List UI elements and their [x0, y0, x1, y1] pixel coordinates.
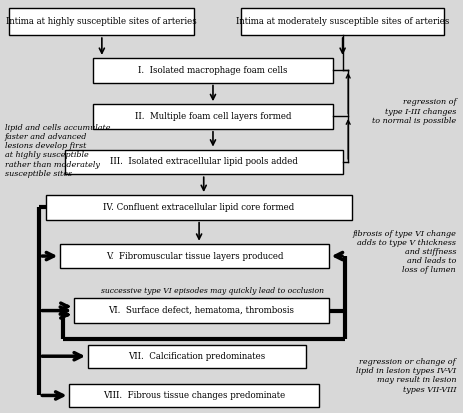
FancyBboxPatch shape — [93, 104, 333, 129]
Text: II.  Multiple foam cell layers formed: II. Multiple foam cell layers formed — [135, 112, 291, 121]
FancyBboxPatch shape — [88, 345, 306, 368]
Text: VIII.  Fibrous tissue changes predominate: VIII. Fibrous tissue changes predominate — [103, 391, 286, 400]
FancyBboxPatch shape — [65, 150, 343, 174]
Text: fibrosis of type VI change
adds to type V thickness
and stiffness
and leads to
l: fibrosis of type VI change adds to type … — [352, 230, 456, 274]
FancyBboxPatch shape — [241, 8, 444, 35]
FancyBboxPatch shape — [74, 298, 329, 323]
Text: regression or change of
lipid in lesion types IV-VI
may result in lesion
types V: regression or change of lipid in lesion … — [356, 358, 456, 394]
Text: Intima at moderately susceptible sites of arteries: Intima at moderately susceptible sites o… — [236, 17, 449, 26]
FancyBboxPatch shape — [69, 384, 319, 407]
Text: regression of
type I-III changes
to normal is possible: regression of type I-III changes to norm… — [372, 98, 456, 125]
FancyBboxPatch shape — [60, 244, 329, 268]
Text: Intima at highly susceptible sites of arteries: Intima at highly susceptible sites of ar… — [6, 17, 197, 26]
FancyBboxPatch shape — [9, 8, 194, 35]
Text: VII.  Calcification predominates: VII. Calcification predominates — [128, 352, 265, 361]
Text: V.  Fibromuscular tissue layers produced: V. Fibromuscular tissue layers produced — [106, 252, 283, 261]
Text: I.  Isolated macrophage foam cells: I. Isolated macrophage foam cells — [138, 66, 288, 75]
Text: III.  Isolated extracellular lipid pools added: III. Isolated extracellular lipid pools … — [110, 157, 298, 166]
Text: VI.  Surface defect, hematoma, thrombosis: VI. Surface defect, hematoma, thrombosis — [108, 306, 294, 315]
Text: lipid and cells accumulate
faster and advanced
lesions develop first
at highly s: lipid and cells accumulate faster and ad… — [5, 124, 110, 178]
Text: IV. Confluent extracellular lipid core formed: IV. Confluent extracellular lipid core f… — [103, 203, 295, 212]
FancyBboxPatch shape — [93, 58, 333, 83]
Text: successive type VI episodes may quickly lead to occlusion: successive type VI episodes may quickly … — [101, 287, 325, 295]
FancyBboxPatch shape — [46, 195, 352, 220]
